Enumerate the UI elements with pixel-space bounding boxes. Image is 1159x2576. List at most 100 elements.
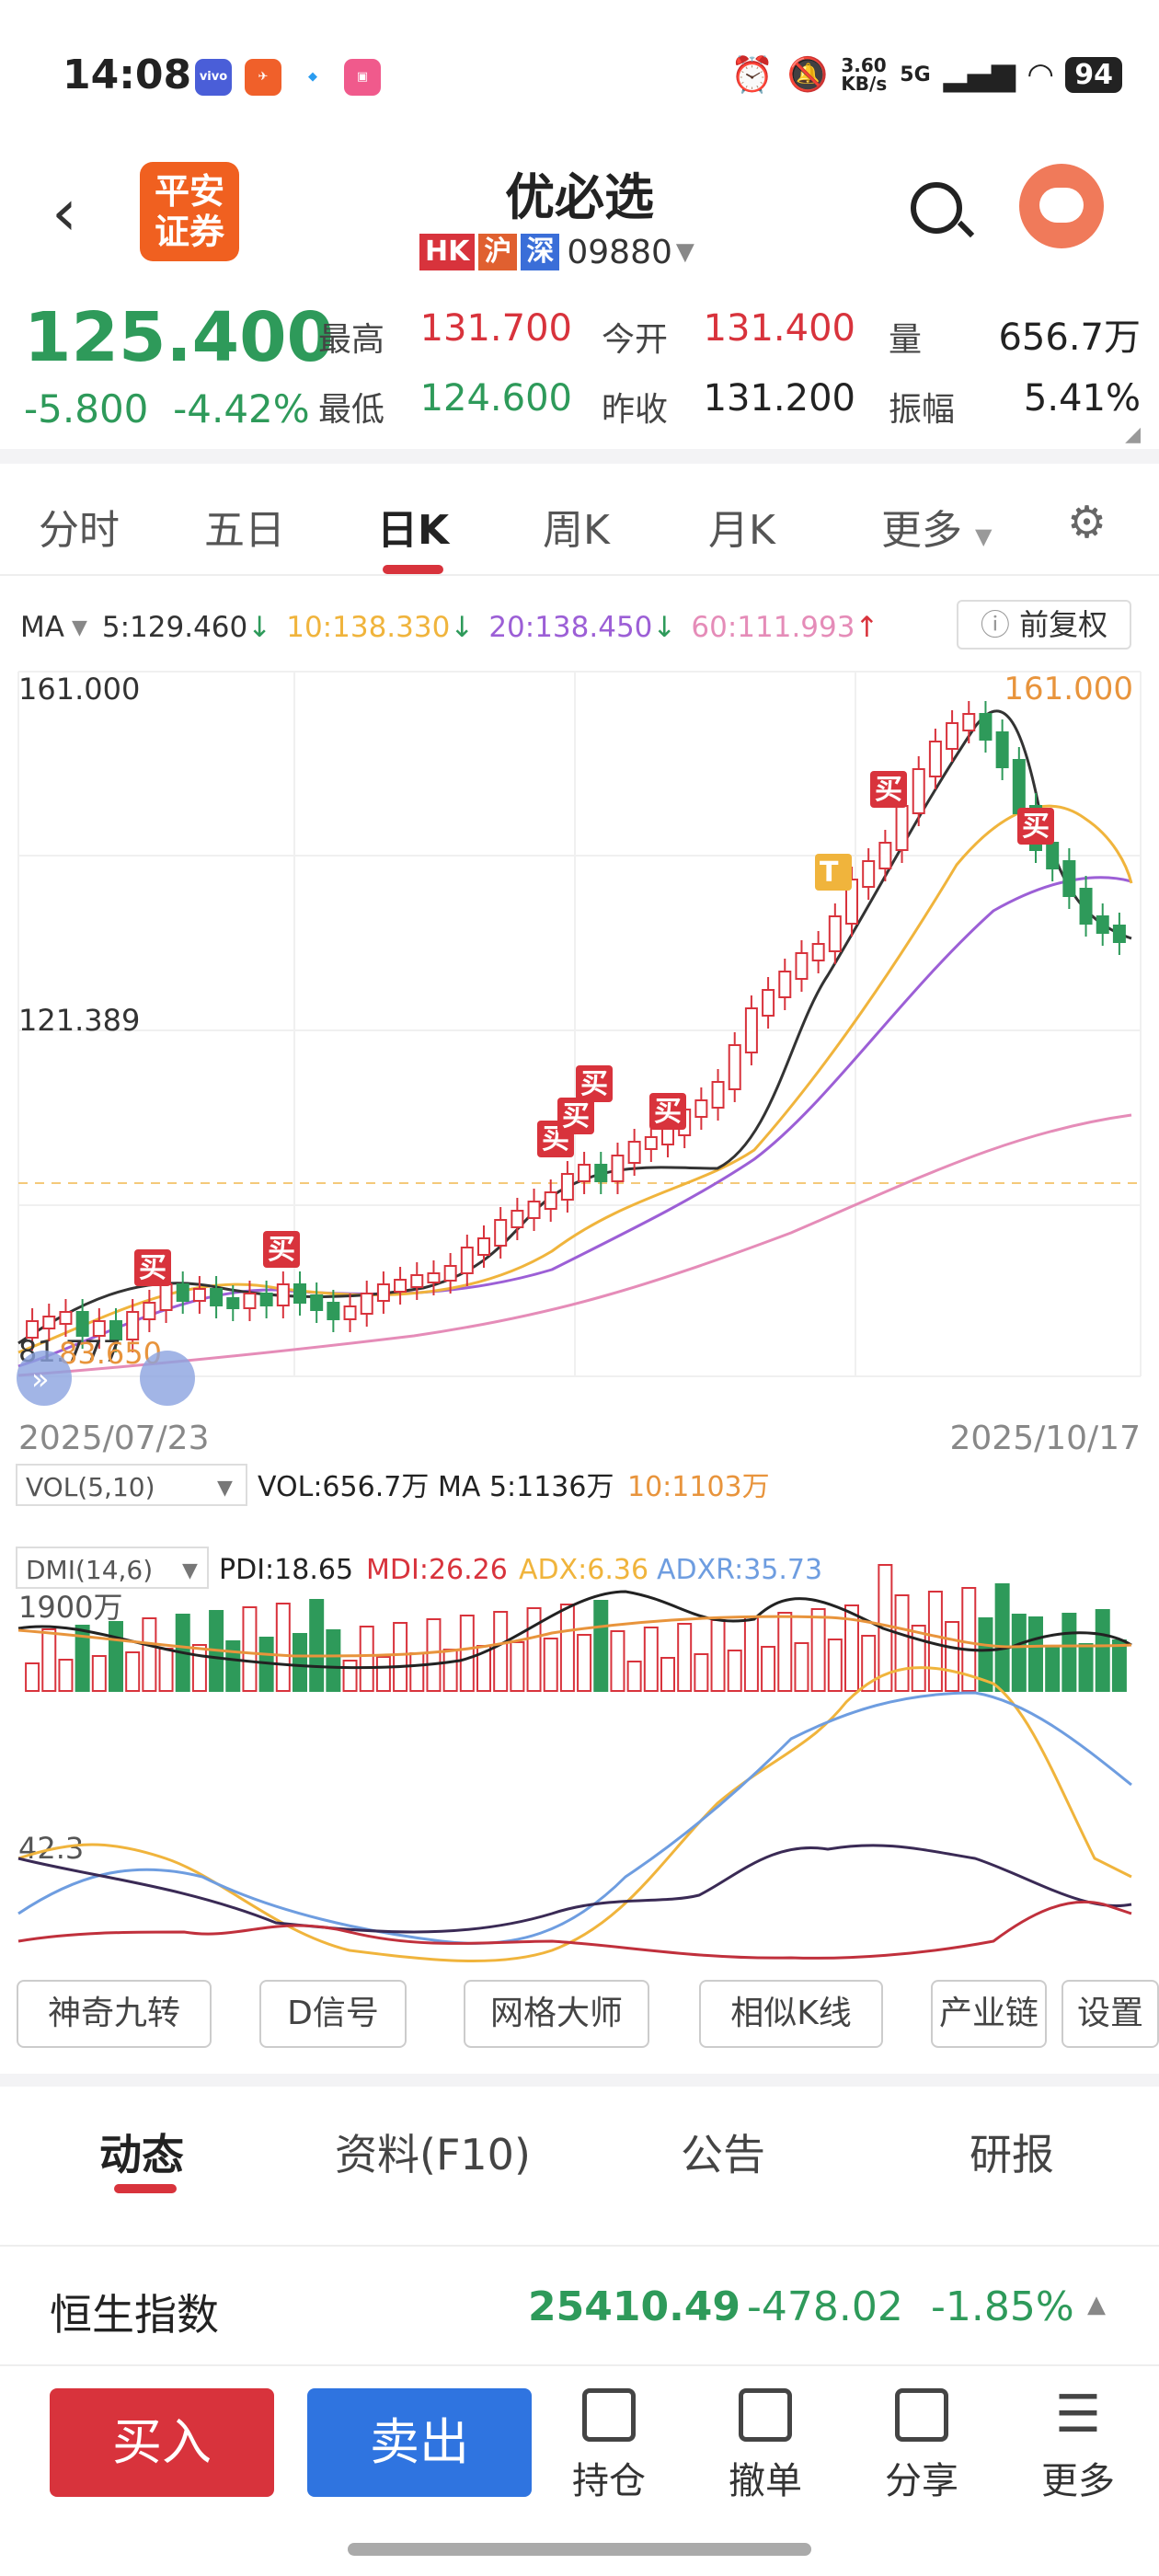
chevron-down-icon: ▼ (217, 1477, 233, 1500)
share-icon (895, 2388, 948, 2442)
cancel-order-button[interactable]: 撤单 (710, 2388, 820, 2504)
share-label: 分享 (885, 2460, 958, 2502)
volume-bar (91, 1655, 107, 1692)
candle (310, 1294, 324, 1311)
tab-dynamics[interactable]: 动态 (99, 2130, 184, 2179)
candle (92, 1320, 106, 1337)
volume-bar (109, 1621, 123, 1692)
signal-label: 买 (875, 774, 902, 806)
volume-bar (459, 1615, 475, 1692)
chevron-down-icon: ▼ (675, 238, 694, 266)
candle (995, 731, 1009, 768)
candle (42, 1316, 56, 1329)
index-ticker[interactable]: 恒生指数 25410.49 -478.02 -1.85% ▲ (0, 2245, 1159, 2364)
vivo-app-icon: vivo (195, 59, 232, 96)
volume-bar (794, 1642, 809, 1692)
tab-research[interactable]: 研报 (970, 2130, 1054, 2179)
share-button[interactable]: 分享 (866, 2388, 977, 2504)
candle (694, 1099, 708, 1118)
assistant-avatar[interactable] (1019, 164, 1104, 248)
vol-indicator-label: VOL(5,10) (26, 1472, 155, 1502)
chevron-up-icon[interactable]: ▲ (1087, 2291, 1106, 2318)
candle (376, 1283, 390, 1302)
cancel-order-icon (739, 2388, 792, 2442)
tab-monthly-k[interactable]: 月K (708, 507, 775, 554)
candle (1079, 888, 1093, 925)
volume-bar (393, 1622, 408, 1692)
candle (979, 713, 993, 741)
volume-bar (242, 1606, 258, 1692)
tab-announcements[interactable]: 公告 (681, 2130, 765, 2179)
sell-button[interactable]: 卖出 (307, 2388, 532, 2497)
expand-icon[interactable]: ◢ (1125, 423, 1141, 446)
tool-industry-chain[interactable]: 产业链 (931, 1980, 1047, 2048)
stock-code-line[interactable]: HK 沪 深 09880 ▼ (419, 232, 694, 272)
volume-value: 656.7万 (998, 316, 1141, 359)
volume-bar (559, 1604, 575, 1692)
volume-bar (1011, 1614, 1027, 1692)
volume-bar (777, 1612, 793, 1692)
status-bar: 14:08 vivo ✈ ◆ ▣ ⏰ 🔕 3.60 KB/s 5G ▂▄▆ ◠ … (0, 0, 1159, 147)
candle (427, 1272, 441, 1283)
more-button[interactable]: ☰ 更多 (1023, 2388, 1133, 2504)
ma-legend[interactable]: MA ▼ 5:129.460 ↓ 10:138.330 ↓ 20:138.450 ↓ … (20, 607, 878, 648)
ma60-line (17, 1113, 1132, 1377)
volume-bar (710, 1619, 726, 1692)
volume-bar (610, 1630, 625, 1692)
gear-icon[interactable]: ⚙ (1067, 497, 1107, 548)
adjust-button[interactable]: ⓘ 前复权 (957, 600, 1131, 650)
candle (762, 989, 775, 1017)
volume-bar (677, 1623, 693, 1692)
tool-grid-master[interactable]: 网格大师 (464, 1980, 649, 2048)
tool-similar-k[interactable]: 相似K线 (699, 1980, 883, 2048)
prev-close-label: 昨收 (602, 391, 669, 429)
high-label: 最高 (318, 321, 385, 359)
tab-more[interactable]: 更多 ▼ (881, 497, 992, 556)
volume-bar (409, 1652, 425, 1692)
tool-nine-turn[interactable]: 神奇九转 (17, 1980, 212, 2048)
candle (560, 1173, 574, 1201)
signal-label: 买 (139, 1252, 166, 1284)
positions-button[interactable]: 持仓 (554, 2388, 664, 2504)
market-sh-badge: 沪 (478, 234, 518, 270)
tool-d-signal[interactable]: D信号 (259, 1980, 407, 2048)
change-percent: -4.42% (173, 386, 310, 431)
tab-weekly-k[interactable]: 周K (543, 507, 610, 554)
buy-button[interactable]: 买入 (50, 2388, 274, 2497)
volume-bar (58, 1659, 74, 1692)
chevron-down-icon: ▼ (71, 615, 87, 639)
candle (728, 1044, 741, 1090)
candle (176, 1283, 189, 1302)
candle (1112, 925, 1126, 943)
volume-bar (727, 1650, 742, 1692)
volume-bar (191, 1644, 207, 1692)
signal-badge (576, 1065, 613, 1102)
candle (443, 1265, 457, 1282)
volume-bar (275, 1603, 291, 1692)
tab-five-day[interactable]: 五日 (204, 507, 285, 554)
chevron-down-icon: ▼ (975, 523, 993, 549)
volume-bar (225, 1640, 241, 1692)
index-percent: -1.85% (931, 2283, 1074, 2330)
volume-bar (442, 1649, 458, 1692)
back-icon[interactable]: ‹ (52, 175, 77, 250)
candle (527, 1201, 541, 1219)
tab-intraday[interactable]: 分时 (39, 507, 120, 554)
volume-bar (827, 1639, 843, 1692)
arrow-down-icon: ↓ (450, 611, 475, 644)
tab-f10[interactable]: 资料(F10) (335, 2130, 531, 2179)
search-icon[interactable] (911, 182, 962, 234)
candle (744, 1007, 758, 1053)
message-app-icon: ✈ (245, 59, 281, 96)
low-value: 124.600 (419, 377, 572, 420)
volume-bar (593, 1600, 609, 1692)
tab-daily-k[interactable]: 日K (377, 507, 450, 554)
candle (627, 1141, 641, 1164)
open-value: 131.400 (703, 307, 855, 350)
volume-bar (911, 1625, 926, 1692)
candle (410, 1274, 424, 1288)
net-speed: 3.60 KB/s (841, 54, 888, 95)
tool-settings[interactable]: 设置 (1061, 1980, 1159, 2048)
index-name: 恒生指数 (50, 2290, 219, 2340)
